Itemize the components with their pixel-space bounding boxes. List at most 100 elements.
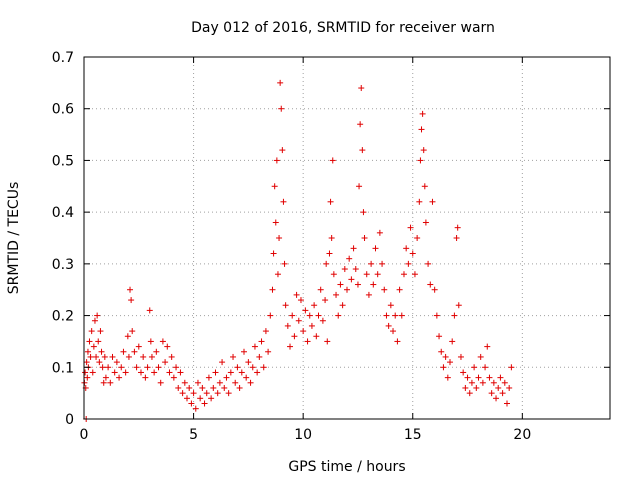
data-point: [322, 297, 329, 304]
data-point: [365, 291, 372, 298]
x-tick-label: 0: [80, 427, 89, 443]
data-point: [392, 312, 399, 319]
data-point: [284, 322, 291, 329]
data-point: [260, 364, 267, 371]
data-point: [271, 183, 278, 190]
data-point: [279, 147, 286, 154]
data-point: [433, 312, 440, 319]
data-point: [137, 369, 144, 376]
data-point: [184, 395, 191, 402]
data-point: [453, 235, 460, 241]
axis-ticks: [83, 56, 610, 420]
y-tick-label: 0.3: [52, 257, 74, 273]
data-point: [223, 374, 230, 381]
data-point: [105, 364, 112, 371]
y-tick-label: 0.2: [52, 309, 74, 325]
data-point: [302, 307, 309, 314]
data-point: [84, 374, 91, 381]
data-point: [405, 260, 412, 267]
data-point: [357, 121, 364, 128]
x-axis-label: GPS time / hours: [288, 459, 405, 475]
data-point: [98, 348, 105, 355]
data-point: [86, 338, 93, 345]
data-point: [245, 359, 252, 366]
data-point: [258, 338, 265, 345]
data-point: [227, 369, 234, 376]
data-point: [95, 338, 102, 345]
y-tick-label: 0.4: [52, 205, 74, 221]
data-point: [109, 353, 116, 360]
data-point: [179, 390, 186, 397]
data-point: [421, 183, 428, 190]
y-tick-label: 0: [65, 412, 74, 428]
data-point: [127, 286, 134, 293]
x-tick-label: 20: [513, 427, 531, 443]
data-point: [451, 312, 458, 319]
data-point: [488, 390, 495, 397]
data-point: [124, 333, 131, 340]
data-point: [352, 266, 359, 273]
data-point: [251, 343, 258, 350]
y-tick-label: 0.7: [52, 50, 74, 66]
data-point: [293, 291, 300, 298]
data-point: [247, 379, 254, 386]
data-point: [249, 364, 256, 371]
data-point: [232, 379, 239, 386]
x-tick-label: 5: [189, 427, 198, 443]
data-point: [358, 85, 365, 92]
data-point: [93, 353, 100, 360]
data-point: [394, 338, 401, 345]
data-point: [278, 105, 285, 112]
data-point: [333, 291, 340, 298]
data-point: [208, 395, 215, 402]
data-point: [99, 364, 106, 371]
data-point: [479, 379, 486, 386]
data-point: [383, 312, 390, 319]
data-point: [219, 359, 226, 366]
data-point: [88, 328, 95, 335]
data-point: [436, 333, 443, 340]
data-point: [501, 379, 508, 386]
data-point: [422, 219, 429, 226]
data-point: [295, 317, 302, 324]
data-point: [147, 338, 154, 345]
data-point: [497, 374, 504, 381]
data-point: [238, 369, 245, 376]
data-point: [328, 235, 335, 241]
data-point: [234, 364, 241, 371]
data-point: [324, 338, 331, 345]
data-point: [230, 353, 237, 360]
data-point: [111, 369, 118, 376]
data-point: [129, 328, 136, 335]
data-point: [155, 364, 162, 371]
data-point: [254, 369, 261, 376]
data-point: [273, 157, 280, 164]
data-point: [113, 359, 120, 366]
data-point: [270, 250, 277, 257]
data-point: [181, 379, 188, 386]
data-point: [403, 245, 410, 252]
data-point: [348, 276, 355, 283]
chart-title: Day 012 of 2016, SRMTID for receiver war…: [191, 20, 495, 36]
data-point: [468, 379, 475, 386]
data-point: [370, 281, 377, 288]
data-point: [354, 281, 361, 288]
data-point: [166, 369, 173, 376]
data-point: [120, 348, 127, 355]
data-point: [162, 359, 169, 366]
data-point: [374, 271, 381, 278]
data-point: [330, 271, 337, 278]
data-point: [146, 307, 153, 314]
data-point: [192, 405, 199, 412]
data-point: [168, 353, 175, 360]
data-point: [418, 126, 425, 133]
plot-frame: [83, 56, 611, 420]
data-point: [327, 198, 334, 205]
data-point: [101, 353, 108, 360]
y-tick-labels: 0 0.1 0.2 0.3 0.4 0.5 0.6 0.7: [52, 50, 74, 428]
data-point: [199, 384, 206, 391]
data-point: [90, 343, 97, 350]
data-point: [368, 260, 375, 267]
data-point: [315, 312, 322, 319]
